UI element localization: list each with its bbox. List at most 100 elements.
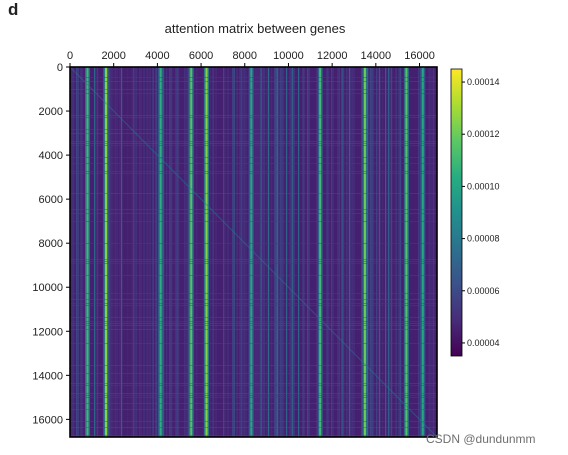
y-tick-label: 12000 <box>32 326 63 338</box>
heatmap-row-band <box>70 163 437 164</box>
heatmap-column-band <box>166 67 168 437</box>
colorbar-tick-label: 0.00014 <box>467 77 500 87</box>
heatmap-row-band <box>70 397 437 398</box>
heatmap-bright-column <box>363 67 366 437</box>
heatmap-row-band <box>70 133 437 134</box>
heatmap-column-band <box>350 67 352 437</box>
heatmap-row-band <box>70 299 437 300</box>
heatmap-bright-column <box>421 67 424 437</box>
y-tick-label: 8000 <box>39 238 63 250</box>
heatmap-column-band <box>157 67 159 437</box>
heatmap-column-band <box>431 67 433 437</box>
heatmap-column-band <box>149 67 151 437</box>
heatmap-row-band <box>70 171 437 172</box>
heatmap-column-band <box>146 67 148 437</box>
heatmap-column-band <box>232 67 234 437</box>
y-tick-label: 0 <box>57 62 63 74</box>
heatmap-row-band <box>70 329 437 330</box>
heatmap-row-band <box>70 393 437 394</box>
heatmap-row-band <box>70 325 437 326</box>
heatmap-row-band <box>70 317 437 318</box>
x-tick-label: 10000 <box>273 50 304 62</box>
heatmap-column-band <box>97 67 99 437</box>
x-tick-label: 14000 <box>361 50 392 62</box>
heatmap-cells <box>69 66 438 438</box>
heatmap-row-band <box>70 427 437 428</box>
heatmap-column-band <box>163 67 165 437</box>
heatmap-column-band <box>275 67 277 437</box>
heatmap-row-band <box>70 209 437 210</box>
heatmap-column-band <box>347 67 349 437</box>
heatmap-row-band <box>70 435 437 436</box>
heatmap-row-band <box>70 143 437 144</box>
heatmap-row-band <box>70 173 437 174</box>
y-axis: 0 2000 4000 6000 8000 10000 12000 14000 16000 <box>32 62 70 426</box>
heatmap-column-band <box>368 67 370 437</box>
heatmap-row-band <box>70 213 437 214</box>
heatmap-column-band <box>242 67 244 437</box>
heatmap-column-band <box>212 67 214 437</box>
heatmap-column-band <box>259 67 261 437</box>
heatmap-column-band <box>155 67 157 437</box>
heatmap-column-band <box>76 67 78 437</box>
heatmap-column-band <box>95 67 97 437</box>
heatmap-row-band <box>70 145 437 146</box>
colorbar-tick-label: 0.00004 <box>467 338 500 348</box>
heatmap-column-band <box>268 67 270 437</box>
chart-title: attention matrix between genes <box>164 21 346 36</box>
heatmap-diagonal <box>69 66 438 438</box>
heatmap-column-band <box>388 67 390 437</box>
watermark: CSDN @dundunmm <box>426 432 536 446</box>
heatmap-row-band <box>70 275 437 276</box>
heatmap-column-band <box>373 67 375 437</box>
heatmap-column-band <box>289 67 291 437</box>
heatmap-row-band <box>70 77 437 78</box>
heatmap-column-band <box>307 67 309 437</box>
heatmap-column-band <box>377 67 379 437</box>
heatmap-column-band <box>133 67 135 437</box>
heatmap-column-band <box>152 67 154 437</box>
heatmap-column-band <box>244 67 246 437</box>
heatmap-column-band <box>196 67 198 437</box>
heatmap-column-band <box>143 67 145 437</box>
heatmap-row-band <box>70 81 437 82</box>
heatmap-column-band <box>241 67 243 437</box>
heatmap-column-band <box>169 67 171 437</box>
heatmap-column-band <box>263 67 265 437</box>
heatmap-column-band <box>262 67 264 437</box>
heatmap-column-band <box>395 67 397 437</box>
heatmap-column-band <box>139 67 141 437</box>
heatmap-column-band <box>140 67 142 437</box>
heatmap-row-band <box>70 305 437 306</box>
heatmap-row-band <box>70 193 437 194</box>
heatmap-column-band <box>266 67 268 437</box>
heatmap-column-band <box>400 67 402 437</box>
heatmap-column-band <box>379 67 381 437</box>
heatmap-column-band <box>131 67 133 437</box>
heatmap-column-band <box>293 67 295 437</box>
heatmap-column-band <box>292 67 294 437</box>
y-tick-label: 16000 <box>32 414 63 426</box>
heatmap-column-band <box>121 67 123 437</box>
heatmap-column-band <box>277 67 279 437</box>
y-tick-label: 14000 <box>32 370 63 382</box>
heatmap-column-band <box>382 67 384 437</box>
heatmap-row-band <box>70 157 437 158</box>
heatmap-column-band <box>286 67 288 437</box>
plot-frame <box>69 66 438 438</box>
heatmap-row-band <box>70 115 437 116</box>
heatmap-column-band <box>239 67 241 437</box>
colorbar-tick-label: 0.00008 <box>467 234 500 244</box>
heatmap-row-band <box>70 409 437 410</box>
heatmap-column-band <box>109 67 111 437</box>
heatmap-column-band <box>148 67 150 437</box>
heatmap-column-band <box>418 67 420 437</box>
heatmap-column-band <box>349 67 351 437</box>
heatmap-row-band <box>70 343 437 344</box>
heatmap-row-band <box>70 259 437 260</box>
heatmap-column-band <box>353 67 355 437</box>
heatmap-column-band <box>346 67 348 437</box>
heatmap-column-band <box>370 67 372 437</box>
heatmap-column-band <box>283 67 285 437</box>
